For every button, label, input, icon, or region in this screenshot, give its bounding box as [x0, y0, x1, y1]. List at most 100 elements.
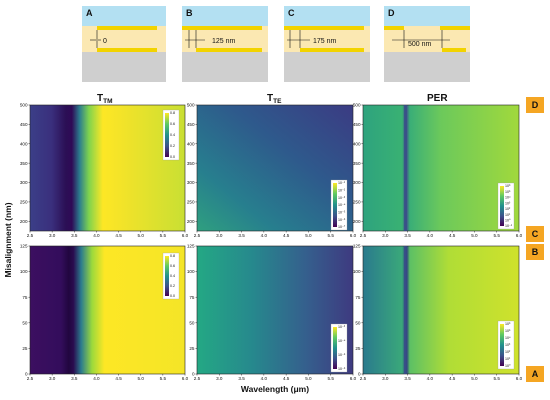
- colorbar-tick-label: 10⁻⁷: [338, 225, 346, 229]
- colorbar-tick-label: 10⁴: [505, 336, 511, 340]
- y-tick-label: 0: [25, 372, 28, 377]
- x-tick-label: 6.0: [516, 376, 523, 381]
- heatmap-ttm-bottom: [30, 246, 185, 374]
- y-axis-label: Misalignment (nm): [3, 202, 13, 277]
- colorbar: [333, 183, 337, 227]
- x-tick-label: 6.0: [350, 233, 357, 238]
- colorbar-tick-label: 0.6: [170, 122, 175, 126]
- svg-text:D: D: [532, 100, 539, 110]
- offset-label: 500 nm: [408, 41, 432, 48]
- badge-b: B: [526, 244, 544, 260]
- y-tick-label: 75: [189, 295, 195, 300]
- x-tick-label: 2.5: [194, 376, 201, 381]
- y-tick-label: 300: [187, 180, 195, 185]
- schematic-a: A 0: [82, 6, 166, 82]
- schematic-sky: [82, 6, 166, 26]
- x-tick-label: 5.5: [328, 233, 335, 238]
- schematic-letter: C: [288, 8, 295, 18]
- heatmap-ttm-top: [30, 105, 185, 231]
- bottom-electrode: [97, 48, 157, 52]
- y-tick-label: 400: [20, 141, 28, 146]
- y-tick-label: 25: [22, 346, 28, 351]
- x-tick-label: 6.0: [516, 233, 523, 238]
- title-ttm: TTM: [97, 93, 113, 105]
- panel-frames: [29, 104, 520, 375]
- x-tick-label: 5.0: [305, 233, 312, 238]
- heatmap-per-top: [363, 105, 519, 231]
- y-tick-label: 75: [22, 295, 28, 300]
- per-resonance-line: [403, 105, 407, 231]
- x-tick-label: 4.0: [261, 376, 268, 381]
- colorbar-tick-label: 10⁻⁶: [338, 218, 346, 222]
- badge-c: C: [526, 226, 544, 242]
- colorbar-tick-label: 10⁰: [505, 364, 511, 368]
- x-axis-label: Wavelength (μm): [241, 384, 309, 394]
- colorbar-tick-label: 10⁴: [505, 196, 511, 200]
- x-tick-label: 4.0: [261, 233, 268, 238]
- y-tick-label: 50: [355, 320, 361, 325]
- heatmap-tte-bottom: [197, 246, 353, 374]
- x-tick-label: 4.0: [427, 376, 434, 381]
- x-tick-label: 5.5: [160, 376, 167, 381]
- x-tick-label: 4.0: [93, 376, 100, 381]
- y-tick-label: 400: [187, 141, 195, 146]
- y-tick-label: 350: [187, 161, 195, 166]
- colorbar: [333, 327, 337, 369]
- y-tick-label: 300: [20, 180, 28, 185]
- colorbar-tick-label: 10⁶: [505, 184, 511, 188]
- y-tick-label: 200: [20, 219, 28, 224]
- offset-label: 125 nm: [212, 38, 236, 45]
- x-tick-label: 3.5: [238, 376, 245, 381]
- colorbar-tick-label: 10³: [505, 343, 511, 347]
- x-tick-label: 3.5: [404, 233, 411, 238]
- x-tick-label: 4.0: [93, 233, 100, 238]
- x-tick-label: 4.5: [449, 233, 456, 238]
- x-tick-label: 3.0: [216, 233, 223, 238]
- x-tick-label: 5.0: [471, 376, 478, 381]
- y-tick-label: 75: [355, 295, 361, 300]
- colorbar-tick-label: 10²: [505, 207, 511, 211]
- y-tick-label: 250: [353, 200, 361, 205]
- top-electrode: [97, 26, 157, 30]
- svg-text:B: B: [532, 247, 539, 257]
- y-tick-label: 100: [187, 269, 195, 274]
- x-tick-label: 5.0: [138, 233, 145, 238]
- x-tick-label: 4.5: [115, 376, 122, 381]
- colorbar-tick-label: 10⁻⁴: [338, 203, 346, 207]
- y-tick-label: 250: [20, 200, 28, 205]
- colorbar-tick-label: 10³: [505, 201, 511, 205]
- badge-d: D: [526, 97, 544, 113]
- colorbar-tick-label: 0.8: [170, 111, 175, 115]
- x-tick-label: 3.5: [238, 233, 245, 238]
- colorbar-tick-label: 0.0: [170, 294, 175, 298]
- y-tick-label: 100: [20, 269, 28, 274]
- x-tick-label: 4.5: [115, 233, 122, 238]
- y-tick-label: 450: [20, 122, 28, 127]
- y-tick-label: 350: [353, 161, 361, 166]
- x-tick-label: 3.0: [49, 233, 56, 238]
- y-tick-label: 100: [353, 269, 361, 274]
- x-tick-label: 3.5: [404, 376, 411, 381]
- colorbar: [165, 256, 169, 296]
- colorbar-tick-label: 10⁻⁵: [338, 353, 346, 357]
- x-tick-label: 5.5: [494, 376, 501, 381]
- schematic-d: D 500 nm: [384, 6, 470, 82]
- svg-text:A: A: [532, 369, 539, 379]
- y-tick-label: 200: [187, 219, 195, 224]
- colorbar-tick-label: 0.8: [170, 254, 175, 258]
- y-tick-label: 250: [187, 200, 195, 205]
- per-resonance-line: [403, 246, 407, 374]
- x-tick-label: 5.5: [328, 376, 335, 381]
- y-tick-label: 125: [353, 244, 361, 249]
- x-tick-label: 2.5: [27, 376, 34, 381]
- title-tte: TTE: [267, 93, 282, 105]
- y-tick-label: 0: [358, 372, 361, 377]
- x-tick-label: 3.0: [382, 376, 389, 381]
- schematic-b: B 125 nm: [182, 6, 268, 82]
- colorbar-tick-label: 10⁻⁶: [338, 367, 346, 371]
- colorbar-tick-label: 10⁵: [505, 329, 511, 333]
- colorbar: [500, 186, 504, 226]
- colorbar-tick-label: 10⁻⁴: [338, 339, 346, 343]
- x-tick-label: 2.5: [27, 233, 34, 238]
